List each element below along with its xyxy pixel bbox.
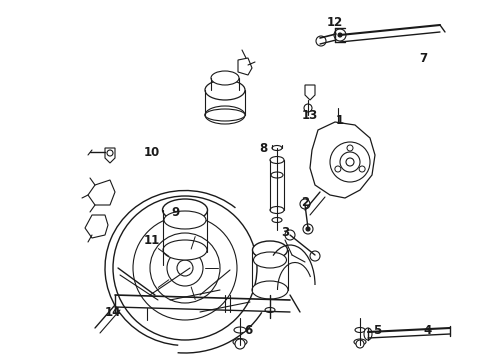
Polygon shape — [238, 58, 252, 75]
Text: 6: 6 — [244, 324, 252, 337]
Circle shape — [346, 158, 354, 166]
Ellipse shape — [271, 172, 283, 178]
Circle shape — [310, 251, 320, 261]
Ellipse shape — [270, 207, 284, 213]
Circle shape — [340, 152, 360, 172]
Circle shape — [338, 33, 342, 37]
Ellipse shape — [252, 241, 288, 259]
Text: 7: 7 — [419, 51, 427, 64]
Circle shape — [356, 340, 364, 348]
Circle shape — [150, 233, 220, 303]
Polygon shape — [305, 85, 315, 100]
Circle shape — [133, 216, 237, 320]
Text: 14: 14 — [105, 306, 121, 319]
Circle shape — [177, 260, 193, 276]
Ellipse shape — [270, 157, 284, 163]
Circle shape — [304, 104, 312, 112]
Polygon shape — [85, 215, 108, 238]
Circle shape — [303, 224, 313, 234]
Ellipse shape — [205, 80, 245, 100]
Ellipse shape — [253, 252, 287, 268]
Polygon shape — [310, 122, 375, 198]
Ellipse shape — [272, 145, 282, 150]
Text: 3: 3 — [281, 225, 289, 239]
Polygon shape — [105, 148, 115, 163]
Polygon shape — [88, 180, 115, 205]
Circle shape — [316, 36, 326, 46]
Text: 5: 5 — [373, 324, 381, 337]
Ellipse shape — [265, 307, 275, 312]
Ellipse shape — [163, 199, 207, 221]
Circle shape — [306, 227, 310, 231]
Text: 12: 12 — [327, 15, 343, 28]
Text: 9: 9 — [171, 206, 179, 219]
Ellipse shape — [163, 240, 207, 260]
Circle shape — [235, 339, 245, 349]
Circle shape — [167, 250, 203, 286]
Ellipse shape — [252, 281, 288, 299]
Text: 4: 4 — [424, 324, 432, 337]
Text: 8: 8 — [259, 141, 267, 154]
Ellipse shape — [211, 71, 239, 85]
Text: 10: 10 — [144, 145, 160, 158]
Circle shape — [113, 196, 257, 340]
Ellipse shape — [205, 109, 245, 121]
Circle shape — [330, 142, 370, 182]
Ellipse shape — [272, 217, 282, 222]
Ellipse shape — [354, 339, 366, 345]
Ellipse shape — [364, 328, 372, 340]
Ellipse shape — [233, 338, 247, 346]
Text: 2: 2 — [301, 195, 309, 208]
Circle shape — [300, 199, 310, 209]
Circle shape — [285, 230, 295, 240]
Text: 11: 11 — [144, 234, 160, 247]
Ellipse shape — [205, 106, 245, 124]
Circle shape — [334, 29, 346, 41]
Ellipse shape — [234, 327, 246, 333]
Ellipse shape — [355, 328, 365, 333]
Text: 13: 13 — [302, 108, 318, 122]
Text: 1: 1 — [336, 113, 344, 126]
Ellipse shape — [164, 211, 206, 229]
